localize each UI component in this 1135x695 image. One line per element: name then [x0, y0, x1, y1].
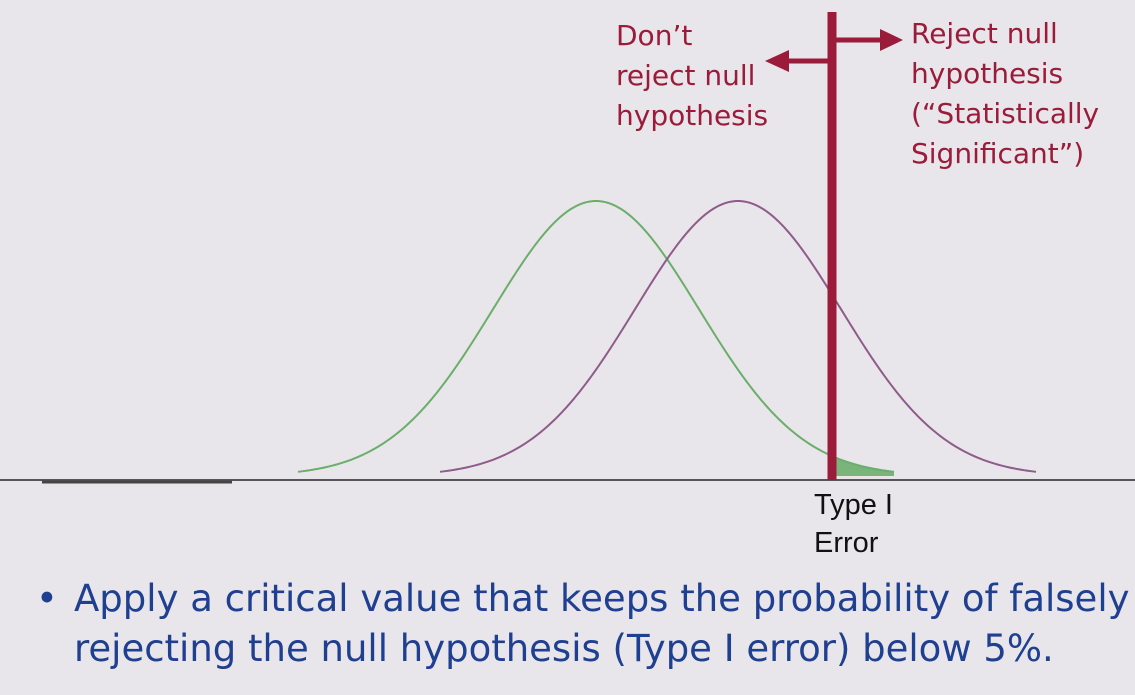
bullet-text: Apply a critical value that keeps the pr…	[74, 574, 1130, 674]
reject-line-3: (“Statistically	[911, 97, 1100, 130]
null-distribution-curve	[297, 199, 895, 473]
type-one-error-shaded-area	[832, 456, 894, 476]
left-arrow-head	[765, 50, 789, 72]
alternative-distribution-curve	[439, 199, 1037, 473]
type-one-error-line-1: Type I	[814, 489, 893, 521]
bullet-marker: •	[36, 577, 58, 620]
reject-line-1: Reject null	[911, 17, 1058, 50]
dont-reject-line-2: reject null	[616, 59, 756, 92]
type-one-error-label: Type I Error	[814, 486, 934, 562]
dont-reject-null-label: Don’t reject null hypothesis	[616, 16, 816, 136]
bullet-line-2: rejecting the null hypothesis (Type I er…	[74, 627, 1054, 670]
type-one-error-line-2: Error	[814, 527, 879, 559]
right-arrow-head	[880, 29, 903, 51]
bullet-line-1: Apply a critical value that keeps the pr…	[74, 577, 1130, 620]
reject-null-label: Reject null hypothesis (“Statistically S…	[911, 14, 1131, 174]
reject-line-4: Significant”)	[911, 137, 1085, 170]
reject-line-2: hypothesis	[911, 57, 1064, 90]
dont-reject-line-1: Don’t	[616, 19, 693, 52]
dont-reject-line-3: hypothesis	[616, 99, 769, 132]
